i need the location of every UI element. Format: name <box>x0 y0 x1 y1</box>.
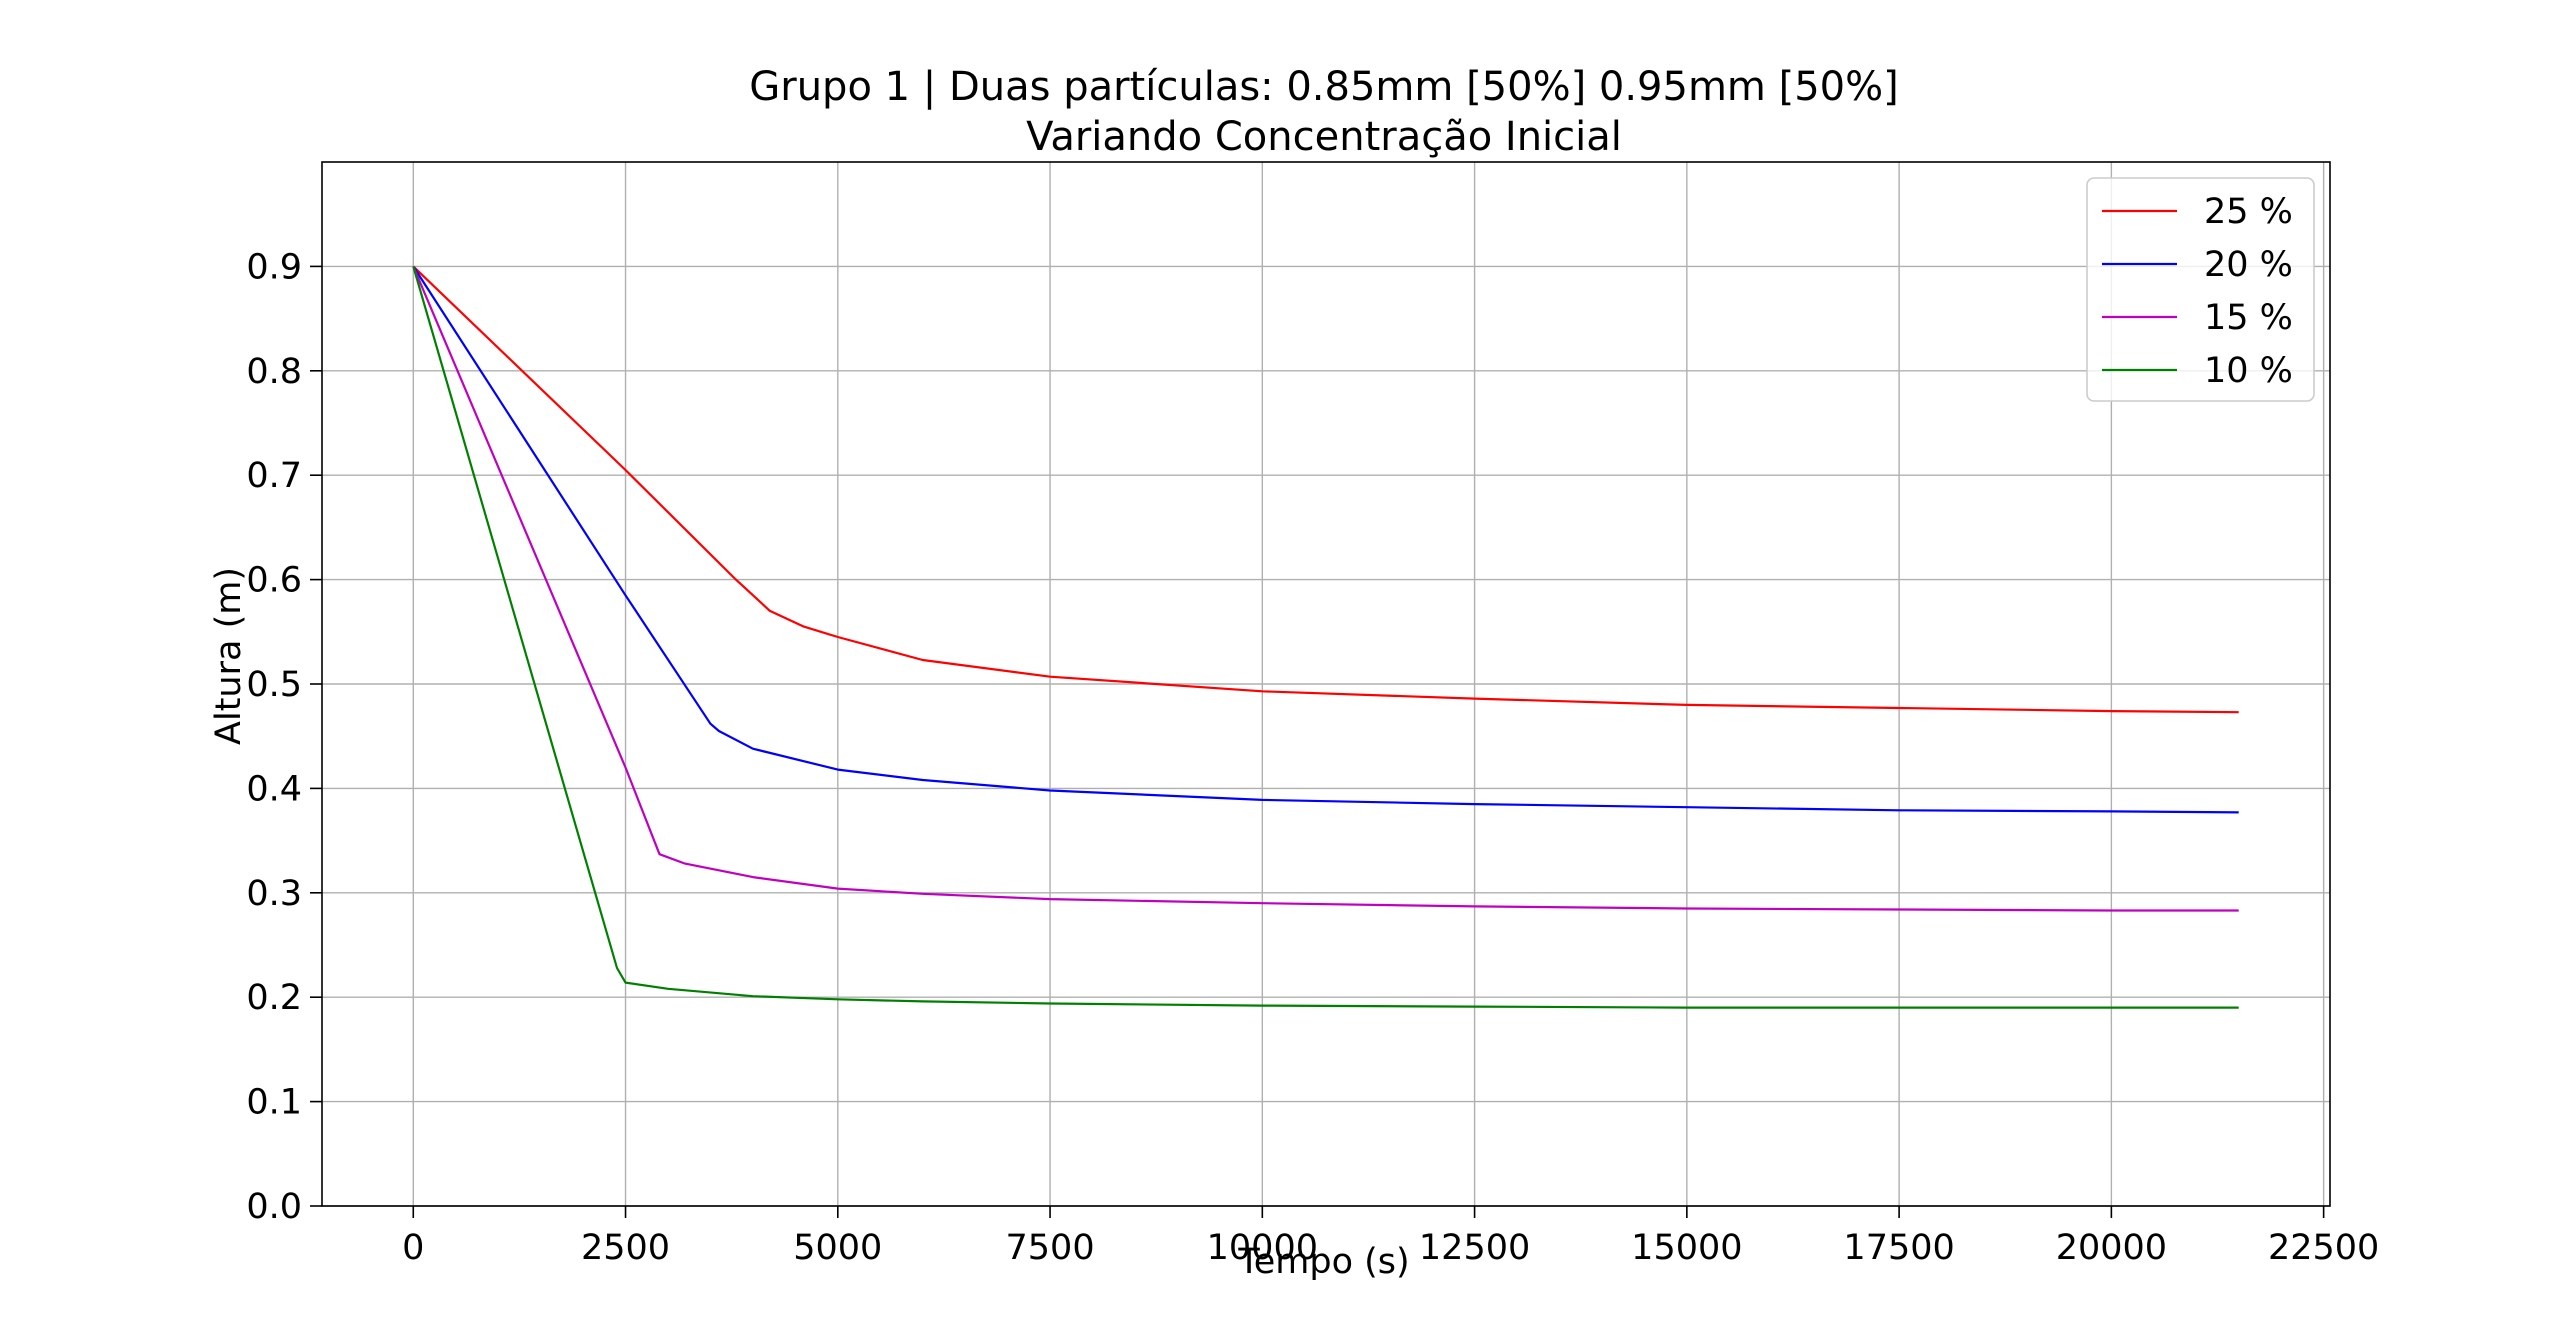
grid <box>322 162 2330 1207</box>
x-tick-label: 0 <box>402 1228 424 1268</box>
legend: 25 % 20 % 15 % 10 % <box>2086 177 2315 402</box>
legend-label: 10 % <box>2204 351 2293 391</box>
y-tick-label: 0.3 <box>246 874 302 914</box>
series-line <box>412 265 2239 814</box>
series-lines <box>412 265 2239 1009</box>
series-line <box>412 266 2239 1009</box>
y-tick-label: 0.1 <box>246 1083 302 1123</box>
y-tick-label: 0.0 <box>246 1187 302 1227</box>
x-tick-label: 17500 <box>1843 1228 1954 1268</box>
y-tick-label: 0.8 <box>246 352 302 392</box>
y-tick-label: 0.5 <box>246 665 302 705</box>
y-tick-label: 0.7 <box>246 456 302 496</box>
chart-title: Grupo 1 | Duas partículas: 0.85mm [50%] … <box>749 64 1898 110</box>
x-tick-label: 15000 <box>1631 1228 1742 1268</box>
x-tick-label: 7500 <box>1006 1228 1095 1268</box>
y-axis-label: Altura (m) <box>209 567 249 745</box>
series-line <box>412 265 2239 714</box>
series-line <box>412 265 2239 912</box>
x-axis-label: Tempo (s) <box>1237 1242 1409 1282</box>
y-tick-label: 0.2 <box>246 978 302 1018</box>
legend-label: 20 % <box>2204 245 2293 285</box>
x-tick-label: 2500 <box>581 1228 670 1268</box>
y-tick-label: 0.6 <box>246 561 302 601</box>
x-tick-label: 5000 <box>793 1228 882 1268</box>
x-tick-label: 12500 <box>1419 1228 1530 1268</box>
x-tick-label: 20000 <box>2056 1228 2167 1268</box>
axis-ticks: 0 2500 5000 7500 10000 12500 15000 17500 20000 22… <box>246 247 2379 1268</box>
x-tick-label: 10000 <box>1207 1228 1318 1268</box>
x-tick-label: 22500 <box>2268 1228 2379 1268</box>
legend-box <box>2086 177 2315 402</box>
y-tick-label: 0.9 <box>246 247 302 287</box>
y-tick-label: 0.4 <box>246 769 302 809</box>
chart-subtitle: Variando Concentração Inicial <box>1026 114 1622 160</box>
legend-label: 25 % <box>2204 192 2293 232</box>
legend-label: 15 % <box>2204 298 2293 338</box>
